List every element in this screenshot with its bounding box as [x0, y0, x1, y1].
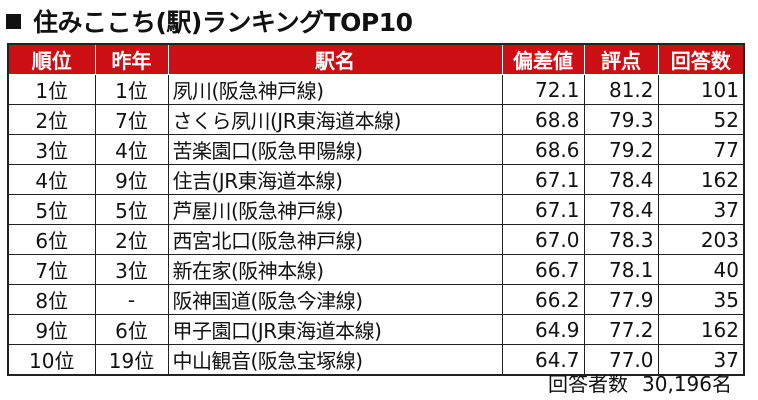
last-year-cell: 9位 [94, 164, 169, 195]
deviation-cell: 68.8 [501, 104, 585, 135]
station-cell: 苦楽園口(阪急甲陽線) [167, 134, 503, 165]
rank-cell: 5位 [7, 194, 96, 225]
station-cell: 阪神国道(阪急今津線) [167, 284, 503, 315]
score-cell: 79.3 [583, 104, 659, 135]
last-year-cell: 4位 [94, 134, 169, 165]
table-row: 4位 9位 住吉(JR東海道本線) 67.1 78.4 162 [7, 164, 745, 195]
table-row: 5位 5位 芦屋川(阪急神戸線) 67.1 78.4 37 [7, 194, 745, 225]
responses-cell: 162 [657, 164, 745, 195]
responses-cell: 203 [657, 224, 745, 255]
table-row: 2位 7位 さくら夙川(JR東海道本線) 68.8 79.3 52 [7, 104, 745, 135]
responses-cell: 35 [657, 284, 745, 315]
deviation-cell: 66.2 [501, 284, 585, 315]
header-responses: 回答数 [657, 44, 744, 75]
rank-cell: 3位 [7, 134, 96, 165]
table-row: 1位 1位 夙川(阪急神戸線) 72.1 81.2 101 [7, 74, 745, 105]
responses-cell: 101 [657, 74, 745, 105]
table-row: 10位 19位 中山観音(阪急宝塚線) 64.7 77.0 37 [7, 344, 745, 376]
ranking-table: 順位 昨年 駅名 偏差値 評点 回答数 1位 1位 夙川(阪急神戸線) 72.1… [7, 43, 745, 376]
header-score: 評点 [583, 44, 659, 75]
deviation-cell: 72.1 [501, 74, 585, 105]
deviation-cell: 67.1 [501, 194, 585, 225]
rank-cell: 2位 [7, 104, 96, 135]
rank-cell: 6位 [7, 224, 96, 255]
table-row: 6位 2位 西宮北口(阪急神戸線) 67.0 78.3 203 [7, 224, 745, 255]
station-cell: さくら夙川(JR東海道本線) [167, 104, 503, 135]
header-rank: 順位 [8, 44, 96, 75]
deviation-cell: 68.6 [501, 134, 585, 165]
score-cell: 78.4 [583, 164, 659, 195]
score-cell: 77.9 [583, 284, 659, 315]
page-title: 住みここち(駅)ランキングTOP10 [33, 8, 413, 37]
deviation-cell: 67.1 [501, 164, 585, 195]
station-cell: 夙川(阪急神戸線) [167, 74, 503, 105]
respondents-footnote: 回答者数 30,196名 [548, 368, 732, 397]
station-cell: 芦屋川(阪急神戸線) [167, 194, 503, 225]
score-cell: 78.4 [583, 194, 659, 225]
station-cell: 西宮北口(阪急神戸線) [167, 224, 503, 255]
last-year-cell: - [94, 284, 169, 315]
table-row: 3位 4位 苦楽園口(阪急甲陽線) 68.6 79.2 77 [7, 134, 745, 165]
deviation-cell: 64.7 [501, 344, 585, 376]
station-cell: 新在家(阪神本線) [167, 254, 503, 285]
score-cell: 78.1 [583, 254, 659, 285]
last-year-cell: 5位 [94, 194, 169, 225]
table-row: 7位 3位 新在家(阪神本線) 66.7 78.1 40 [7, 254, 745, 285]
score-cell: 78.3 [583, 224, 659, 255]
score-cell: 77.0 [583, 344, 659, 376]
responses-cell: 77 [657, 134, 745, 165]
responses-cell: 52 [657, 104, 745, 135]
deviation-cell: 64.9 [501, 314, 585, 345]
station-cell: 甲子園口(JR東海道本線) [167, 314, 503, 345]
table-header-row: 順位 昨年 駅名 偏差値 評点 回答数 [8, 44, 744, 75]
score-cell: 81.2 [583, 74, 659, 105]
table-row: 9位 6位 甲子園口(JR東海道本線) 64.9 77.2 162 [7, 314, 745, 345]
rank-cell: 9位 [7, 314, 96, 345]
score-cell: 77.2 [583, 314, 659, 345]
table-row: 8位 - 阪神国道(阪急今津線) 66.2 77.9 35 [7, 284, 745, 315]
ranking-title: 住みここち(駅)ランキングTOP10 [6, 4, 413, 38]
last-year-cell: 1位 [94, 74, 169, 105]
title-square-bullet [6, 13, 21, 29]
score-cell: 79.2 [583, 134, 659, 165]
responses-cell: 37 [657, 194, 745, 225]
header-last-year: 昨年 [94, 44, 169, 75]
station-cell: 中山観音(阪急宝塚線) [167, 344, 503, 376]
rank-cell: 4位 [7, 164, 96, 195]
header-station: 駅名 [167, 44, 503, 75]
rank-cell: 1位 [7, 74, 96, 105]
last-year-cell: 19位 [94, 344, 169, 376]
last-year-cell: 6位 [94, 314, 169, 345]
responses-cell: 37 [657, 344, 745, 376]
responses-cell: 162 [657, 314, 745, 345]
respondents-count: 30,196名 [642, 372, 732, 396]
rank-cell: 10位 [7, 344, 96, 376]
deviation-cell: 67.0 [501, 224, 585, 255]
station-cell: 住吉(JR東海道本線) [167, 164, 503, 195]
last-year-cell: 2位 [94, 224, 169, 255]
rank-cell: 7位 [7, 254, 96, 285]
last-year-cell: 7位 [94, 104, 169, 135]
header-deviation: 偏差値 [501, 44, 585, 75]
deviation-cell: 66.7 [501, 254, 585, 285]
last-year-cell: 3位 [94, 254, 169, 285]
respondents-label: 回答者数 [548, 372, 629, 396]
responses-cell: 40 [657, 254, 745, 285]
rank-cell: 8位 [7, 284, 96, 315]
